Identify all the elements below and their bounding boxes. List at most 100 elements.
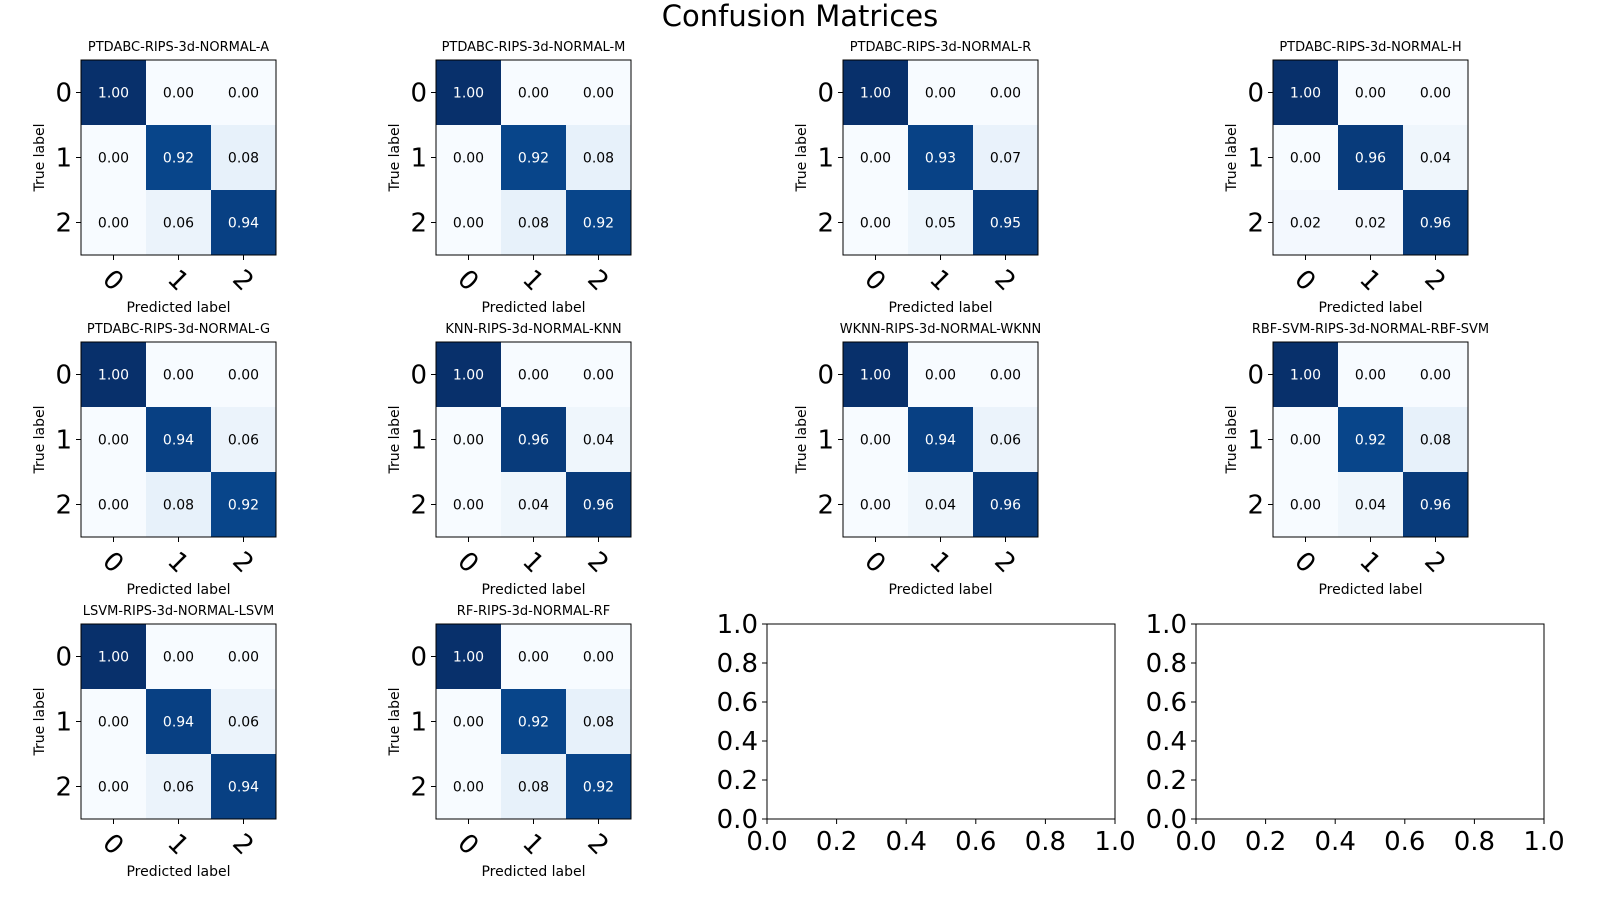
matrix-cell	[211, 342, 276, 407]
matrix-cell	[146, 624, 211, 689]
matrix-cell	[211, 407, 276, 472]
panel-11: 0.0 0.2 0.4 0.6 0.8 1.0 0.0 0.2 0.4 0.6 0.8 1.0	[1146, 610, 1565, 857]
cell-value-label: 0.00	[925, 368, 956, 384]
y-tick-label: 2	[817, 209, 834, 239]
y-tick-label: 0	[55, 79, 72, 109]
matrix-cell	[1273, 125, 1338, 190]
cell-value-label: 0.02	[1290, 216, 1321, 232]
y-tick-label: 0.2	[1146, 766, 1187, 796]
cell-value-label: 0.04	[1355, 498, 1386, 514]
matrix-cell	[211, 190, 276, 255]
panel-7: RBF-SVM-RIPS-3d-NORMAL-RBF-SVM 1.00 0.00 0.…	[1224, 322, 1489, 598]
x-tick-label: 1	[161, 546, 194, 579]
matrix-cell	[146, 472, 211, 537]
cell-value-label: 0.02	[1355, 216, 1386, 232]
cell-value-label: 0.95	[990, 216, 1021, 232]
x-tick-label: 2	[226, 828, 259, 861]
matrix-cell	[211, 125, 276, 190]
matrix-cell	[81, 472, 146, 537]
y-tick-label: 0.6	[717, 688, 758, 718]
matrix-cell	[1338, 60, 1403, 125]
cell-value-label: 0.08	[518, 780, 549, 796]
y-tick-label: 2	[55, 491, 72, 521]
cell-value-label: 0.94	[925, 433, 956, 449]
y-tick-label: 0.4	[1146, 727, 1187, 757]
matrix-cell	[81, 125, 146, 190]
cell-value-label: 0.08	[1420, 433, 1451, 449]
matrix-cell	[81, 60, 146, 125]
cell-value-label: 0.04	[1420, 151, 1451, 167]
matrix-cell	[973, 190, 1038, 255]
x-tick-label: 2	[581, 546, 614, 579]
x-axis-label: Predicted label	[126, 864, 230, 880]
y-axis-label: True label	[794, 123, 810, 192]
cell-value-label: 0.94	[228, 216, 259, 232]
y-tick-label: 2	[410, 491, 427, 521]
x-tick-label: 0.0	[1175, 827, 1216, 857]
y-tick-label: 2	[55, 773, 72, 803]
x-tick-label: 0.2	[1245, 827, 1286, 857]
matrix-cell	[436, 624, 501, 689]
cell-value-label: 0.00	[583, 650, 614, 666]
x-tick-label: 1	[516, 546, 549, 579]
y-tick-label: 0	[410, 79, 427, 109]
panel-2: PTDABC-RIPS-3d-NORMAL-R 1.00 0.00 0.00 0.00 0…	[794, 40, 1039, 316]
y-tick-label: 0	[1247, 79, 1264, 109]
x-axis-label: Predicted label	[126, 300, 230, 316]
x-tick-label: 0.4	[886, 827, 927, 857]
matrix-cell	[436, 407, 501, 472]
x-tick-label: 2	[581, 828, 614, 861]
y-tick-label: 2	[55, 209, 72, 239]
cell-value-label: 0.08	[163, 498, 194, 514]
cell-value-label: 0.94	[163, 433, 194, 449]
y-tick-label: 0.4	[717, 727, 758, 757]
cell-value-label: 0.92	[518, 715, 549, 731]
cell-value-label: 0.00	[860, 151, 891, 167]
x-tick-label: 0	[1288, 264, 1321, 297]
panel-9: RF-RIPS-3d-NORMAL-RF 1.00 0.00 0.00 0.00 0.92…	[387, 604, 632, 880]
cell-value-label: 0.05	[925, 216, 956, 232]
cell-value-label: 1.00	[860, 368, 891, 384]
cell-value-label: 0.00	[518, 650, 549, 666]
y-axis-label: True label	[32, 405, 48, 474]
x-tick-label: 2	[988, 546, 1021, 579]
cell-value-label: 0.93	[925, 151, 956, 167]
matrix-cell	[973, 125, 1038, 190]
matrix-cell	[436, 342, 501, 407]
matrix-cell	[436, 689, 501, 754]
cell-value-label: 0.00	[518, 368, 549, 384]
y-tick-label: 1.0	[1146, 610, 1187, 640]
x-tick-label: 0.8	[1454, 827, 1495, 857]
y-tick-label: 0.2	[717, 766, 758, 796]
cell-value-label: 0.00	[990, 368, 1021, 384]
panel-6: WKNN-RIPS-3d-NORMAL-WKNN 1.00 0.00 0.00 0.00…	[794, 322, 1041, 598]
cell-value-label: 0.08	[583, 715, 614, 731]
cell-value-label: 0.00	[228, 368, 259, 384]
x-tick-label: 1	[923, 264, 956, 297]
cell-value-label: 0.00	[583, 86, 614, 102]
matrix-cell	[1338, 407, 1403, 472]
matrix-cell	[566, 125, 631, 190]
matrix-cell	[908, 342, 973, 407]
x-tick-label: 0.8	[1025, 827, 1066, 857]
matrix-cell	[211, 60, 276, 125]
y-axis-label: True label	[32, 123, 48, 192]
cell-value-label: 0.06	[228, 433, 259, 449]
x-tick-label: 1	[161, 828, 194, 861]
matrix-cell	[843, 342, 908, 407]
x-tick-label: 1.0	[1523, 827, 1564, 857]
cell-value-label: 0.06	[163, 216, 194, 232]
cell-value-label: 0.06	[163, 780, 194, 796]
y-tick-label: 1.0	[717, 610, 758, 640]
y-tick-label: 1	[817, 426, 834, 456]
y-tick-label: 0	[1247, 361, 1264, 391]
cell-value-label: 0.92	[1355, 433, 1386, 449]
y-tick-label: 1	[410, 426, 427, 456]
matrix-cell	[843, 190, 908, 255]
matrix-cell	[1273, 342, 1338, 407]
x-tick-label: 0	[1288, 546, 1321, 579]
panel-title: LSVM-RIPS-3d-NORMAL-LSVM	[83, 604, 275, 619]
y-tick-label: 0.8	[1146, 649, 1187, 679]
y-tick-label: 2	[1247, 209, 1264, 239]
cell-value-label: 0.94	[228, 780, 259, 796]
